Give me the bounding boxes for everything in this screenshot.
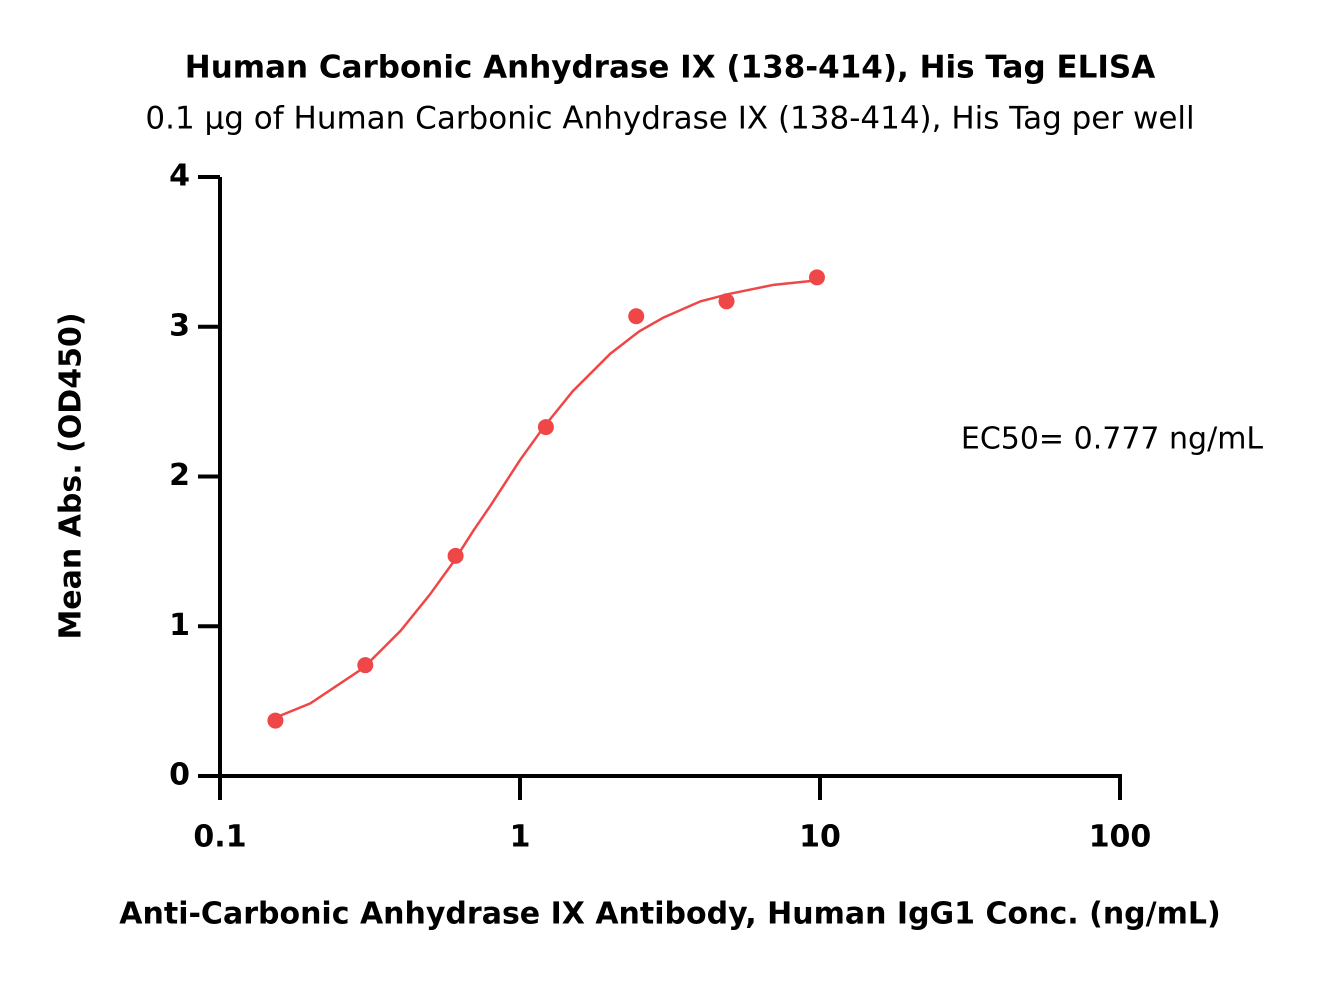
x-tick-label: 0.1 <box>193 820 246 855</box>
data-point <box>447 547 464 564</box>
data-point <box>267 712 284 729</box>
data-point <box>628 308 645 325</box>
x-tick-label: 1 <box>510 820 531 855</box>
y-tick-label: 0 <box>169 758 190 793</box>
annotation: EC50= 0.777 ng/mL <box>961 422 1264 457</box>
x-tick-label: 100 <box>1089 820 1152 855</box>
data-point <box>718 293 735 310</box>
fit-curve <box>274 279 818 719</box>
data-point <box>357 657 374 674</box>
chart-title: Human Carbonic Anhydrase IX (138-414), H… <box>185 50 1155 86</box>
y-tick-label: 4 <box>169 159 190 194</box>
y-axis-title: Mean Abs. (OD450) <box>54 312 89 639</box>
y-tick-label: 1 <box>169 608 190 643</box>
x-axis-title: Anti-Carbonic Anhydrase IX Antibody, Hum… <box>119 897 1220 932</box>
y-tick-label: 2 <box>169 458 190 493</box>
y-tick-label: 3 <box>169 308 190 343</box>
data-point <box>537 419 554 436</box>
chart-subtitle: 0.1 μg of Human Carbonic Anhydrase IX (1… <box>145 101 1194 137</box>
data-point <box>808 269 825 286</box>
x-tick-label: 10 <box>799 820 841 855</box>
